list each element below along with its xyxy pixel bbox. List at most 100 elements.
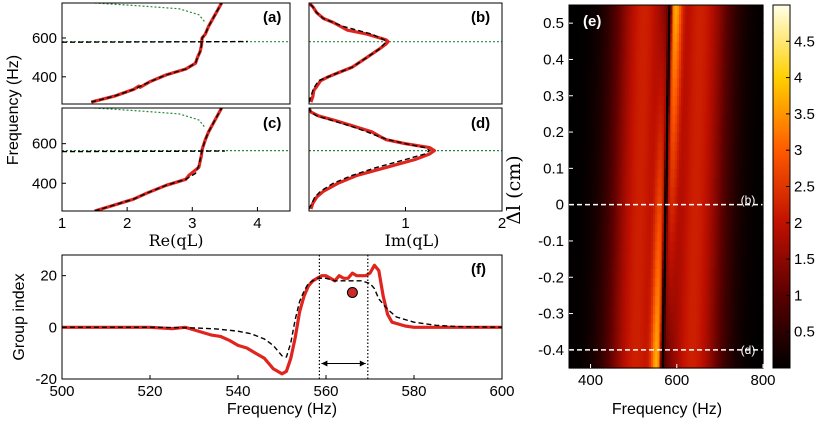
- heatmap-cell: [739, 268, 743, 278]
- heatmap-cell: [579, 41, 583, 51]
- heatmap-cell: [683, 41, 686, 51]
- heatmap-cell: [678, 32, 682, 42]
- heatmap-cell: [666, 349, 669, 360]
- heatmap-cell: [726, 50, 730, 61]
- heatmap-cell: [584, 358, 587, 369]
- heatmap-cell: [644, 32, 648, 42]
- heatmap-cell: [750, 14, 753, 24]
- heatmap-cell: [653, 113, 656, 124]
- heatmap-cell: [687, 86, 691, 97]
- heatmap-cell: [698, 322, 702, 333]
- heatmap-cell: [745, 331, 749, 342]
- heatmap-cell: [700, 349, 704, 360]
- heatmap-cell: [711, 331, 715, 342]
- heatmap-cell: [730, 32, 734, 42]
- heatmap-cell: [668, 186, 671, 197]
- heatmap-cell: [743, 41, 747, 51]
- heatmap-cell: [730, 250, 734, 260]
- heatmap-cell: [575, 349, 579, 360]
- heatmap-cell: [659, 322, 663, 333]
- heatmap-cell: [571, 259, 574, 269]
- heatmap-cell: [685, 295, 689, 306]
- heatmap-cell: [745, 141, 749, 151]
- heatmap-cell: [648, 159, 652, 169]
- heatmap-cell: [747, 50, 751, 61]
- heatmap-cell: [706, 177, 710, 188]
- heatmap-cell: [715, 331, 719, 342]
- heatmap-cell: [741, 204, 745, 215]
- heatmap-cell: [715, 168, 719, 179]
- heatmap-cell: [592, 14, 596, 24]
- heatmap-cell: [722, 222, 725, 233]
- heatmap-cell: [752, 5, 755, 15]
- heatmap-cell: [569, 195, 572, 206]
- heatmap-cell: [609, 150, 613, 160]
- heatmap-cell: [711, 132, 715, 142]
- heatmap-cell: [661, 331, 665, 342]
- heatmap-cell: [657, 313, 661, 324]
- heatmap-cell: [683, 150, 686, 160]
- heatmap-cell: [590, 349, 594, 360]
- heatmap-cell: [756, 5, 760, 15]
- heatmap-cell: [644, 240, 648, 251]
- heatmap-cell: [644, 268, 648, 278]
- heatmap-cell: [743, 32, 747, 42]
- heatmap-cell: [711, 213, 715, 224]
- heatmap-cell: [694, 159, 697, 169]
- heatmap-cell: [653, 86, 656, 97]
- heatmap-cell: [724, 349, 727, 360]
- heatmap-cell: [637, 95, 641, 106]
- heatmap-cell: [622, 113, 626, 124]
- heatmap-cell: [668, 122, 671, 133]
- heatmap-cell: [737, 358, 740, 369]
- heatmap-cell: [702, 277, 706, 287]
- heatmap-cell: [569, 77, 572, 88]
- heatmap-cell: [681, 358, 684, 369]
- heatmap-cell: [599, 268, 602, 278]
- heatmap-cell: [614, 259, 618, 269]
- heatmap-cell: [653, 5, 656, 15]
- heatmap-cell: [756, 259, 760, 269]
- heatmap-cell: [754, 168, 758, 179]
- im-ql-xlabel: Im(qL): [385, 231, 440, 250]
- heatmap-cell: [577, 250, 581, 260]
- heatmap-cell: [618, 23, 622, 33]
- heatmap-cell: [655, 104, 658, 115]
- heatmap-cell: [663, 250, 667, 260]
- heatmap-cell: [614, 195, 618, 206]
- heatmap-cell: [760, 195, 764, 206]
- heatmap-cell: [683, 268, 686, 278]
- heatmap-cell: [722, 268, 725, 278]
- heatmap-cell: [599, 331, 602, 342]
- heatmap-cell: [670, 231, 674, 242]
- heatmap-cell: [635, 50, 639, 61]
- heatmap-cell: [754, 322, 758, 333]
- heatmap-cell: [754, 5, 758, 15]
- heatmap-cell: [760, 186, 764, 197]
- heatmap-cell: [758, 177, 762, 188]
- heatmap-cell: [663, 59, 667, 70]
- heatmap-cell: [678, 132, 682, 142]
- heatmap-cell: [704, 250, 708, 260]
- heatmap-cell: [659, 168, 663, 179]
- heatmap-cell: [719, 186, 723, 197]
- heatmap-cell: [672, 295, 676, 306]
- heatmap-cell: [681, 277, 684, 287]
- heatmap-cell: [678, 59, 682, 70]
- heatmap-cell: [575, 240, 579, 251]
- heatmap-cell: [698, 68, 702, 79]
- heatmap-cell: [719, 68, 723, 79]
- heatmap-cell: [655, 141, 658, 151]
- heatmap-cell: [605, 104, 609, 115]
- heatmap-cell: [726, 195, 730, 206]
- heatmap-cell: [569, 5, 572, 15]
- heatmap-cell: [597, 5, 600, 15]
- heatmap-cell: [674, 259, 678, 269]
- heatmap-cell: [685, 277, 689, 287]
- heatmap-cell: [709, 313, 712, 324]
- heatmap-cell: [724, 277, 727, 287]
- heatmap-cell: [696, 68, 699, 79]
- heatmap-cell: [719, 259, 723, 269]
- panel-b-label: (b): [471, 9, 490, 26]
- heatmap-cell: [635, 59, 639, 70]
